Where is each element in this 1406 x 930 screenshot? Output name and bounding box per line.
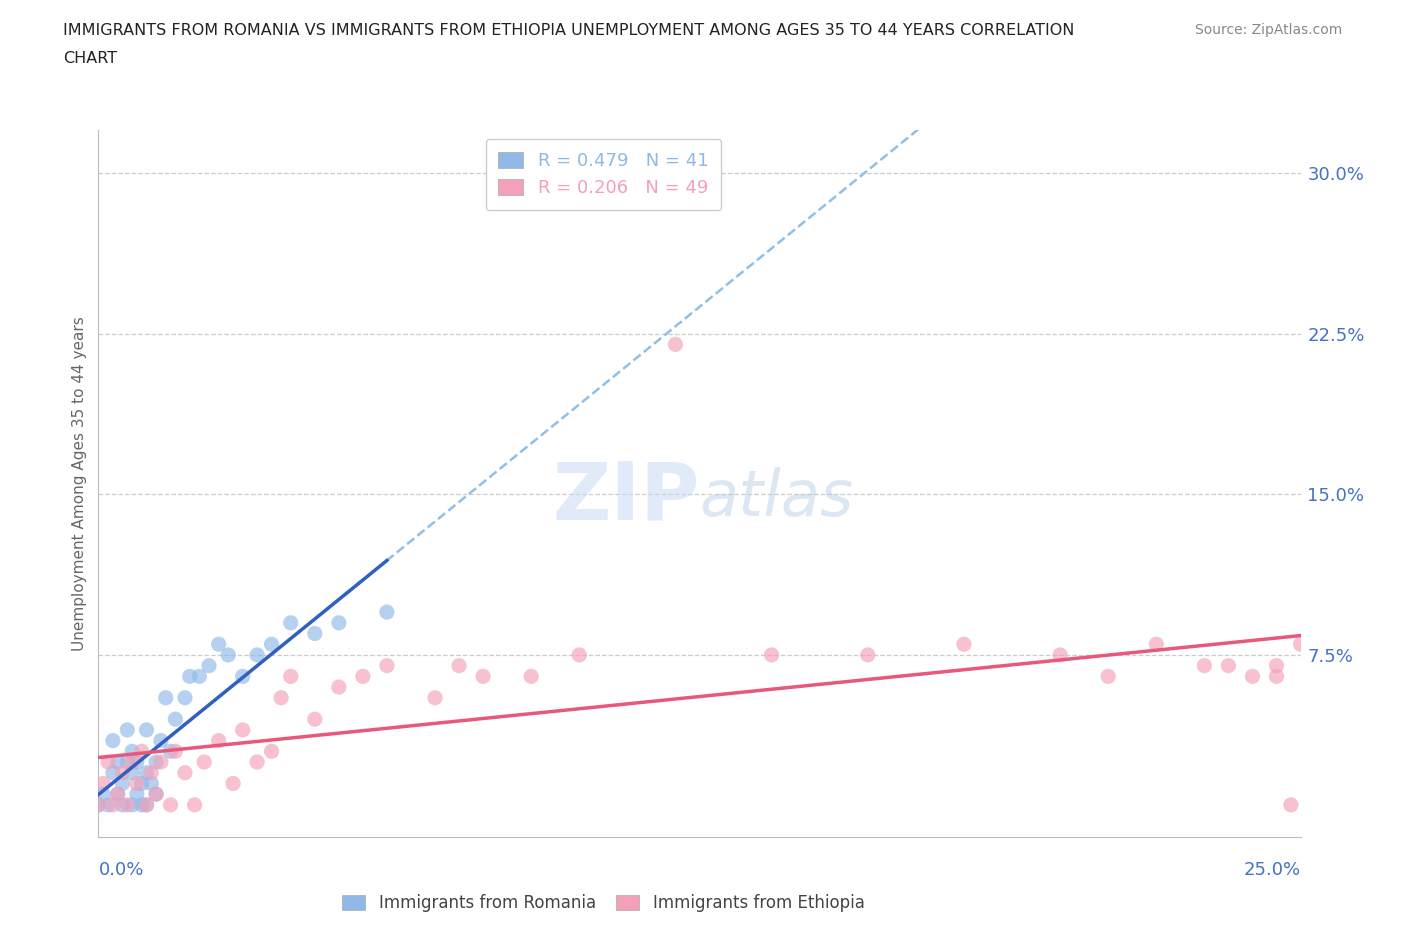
Point <box>761 647 783 662</box>
Point <box>125 776 148 790</box>
Point <box>188 669 211 684</box>
Point <box>145 754 167 769</box>
Point <box>193 754 215 769</box>
Text: 25.0%: 25.0% <box>1243 860 1301 879</box>
Point <box>87 797 110 812</box>
Point <box>246 647 269 662</box>
Point <box>375 658 398 673</box>
Point <box>117 754 139 769</box>
Point <box>260 637 283 652</box>
Point <box>121 765 143 780</box>
Point <box>141 765 163 780</box>
Point <box>91 787 114 802</box>
Point <box>131 776 153 790</box>
Point <box>222 776 245 790</box>
Point <box>232 723 254 737</box>
Point <box>111 797 134 812</box>
Point <box>1241 669 1264 684</box>
Point <box>1194 658 1216 673</box>
Point <box>117 797 139 812</box>
Point <box>246 754 269 769</box>
Point <box>135 723 157 737</box>
Point <box>664 337 686 352</box>
Point <box>101 765 124 780</box>
Point <box>101 797 124 812</box>
Y-axis label: Unemployment Among Ages 35 to 44 years: Unemployment Among Ages 35 to 44 years <box>72 316 87 651</box>
Point <box>135 797 157 812</box>
Point <box>232 669 254 684</box>
Point <box>125 754 148 769</box>
Legend: Immigrants from Romania, Immigrants from Ethiopia: Immigrants from Romania, Immigrants from… <box>333 886 873 921</box>
Text: CHART: CHART <box>63 51 117 66</box>
Point <box>111 765 134 780</box>
Point <box>183 797 205 812</box>
Point <box>1144 637 1167 652</box>
Point <box>159 744 181 759</box>
Point <box>328 680 350 695</box>
Point <box>91 776 114 790</box>
Point <box>101 733 124 748</box>
Point <box>1279 797 1302 812</box>
Point <box>198 658 221 673</box>
Point <box>208 733 231 748</box>
Point <box>145 787 167 802</box>
Point <box>520 669 543 684</box>
Point <box>423 690 446 705</box>
Point <box>174 765 197 780</box>
Text: IMMIGRANTS FROM ROMANIA VS IMMIGRANTS FROM ETHIOPIA UNEMPLOYMENT AMONG AGES 35 T: IMMIGRANTS FROM ROMANIA VS IMMIGRANTS FR… <box>63 23 1074 38</box>
Point <box>121 754 143 769</box>
Point <box>217 647 239 662</box>
Point <box>121 797 143 812</box>
Point <box>179 669 201 684</box>
Point <box>1218 658 1240 673</box>
Point <box>260 744 283 759</box>
Point <box>270 690 292 705</box>
Point <box>107 787 129 802</box>
Point <box>135 797 157 812</box>
Point <box>87 797 110 812</box>
Point <box>352 669 374 684</box>
Point <box>304 626 326 641</box>
Point <box>97 754 120 769</box>
Point <box>107 787 129 802</box>
Point <box>145 787 167 802</box>
Point <box>159 797 181 812</box>
Point <box>149 733 172 748</box>
Point <box>1265 658 1288 673</box>
Text: atlas: atlas <box>700 467 853 529</box>
Point <box>1289 637 1312 652</box>
Point <box>165 744 187 759</box>
Point <box>107 754 129 769</box>
Point <box>117 723 139 737</box>
Point <box>328 616 350 631</box>
Point <box>121 744 143 759</box>
Point <box>97 797 120 812</box>
Point <box>447 658 470 673</box>
Point <box>1265 669 1288 684</box>
Point <box>208 637 231 652</box>
Point <box>135 765 157 780</box>
Point <box>1097 669 1119 684</box>
Point <box>131 797 153 812</box>
Point <box>165 711 187 726</box>
Point <box>1049 647 1071 662</box>
Point <box>953 637 976 652</box>
Point <box>568 647 591 662</box>
Point <box>125 787 148 802</box>
Point <box>155 690 177 705</box>
Point <box>856 647 879 662</box>
Point <box>280 669 302 684</box>
Point <box>111 776 134 790</box>
Point <box>149 754 172 769</box>
Point <box>174 690 197 705</box>
Point <box>280 616 302 631</box>
Point <box>472 669 495 684</box>
Text: 0.0%: 0.0% <box>98 860 143 879</box>
Point <box>141 776 163 790</box>
Text: Source: ZipAtlas.com: Source: ZipAtlas.com <box>1195 23 1343 37</box>
Point <box>131 744 153 759</box>
Point <box>375 604 398 619</box>
Text: ZIP: ZIP <box>553 458 700 537</box>
Point <box>304 711 326 726</box>
